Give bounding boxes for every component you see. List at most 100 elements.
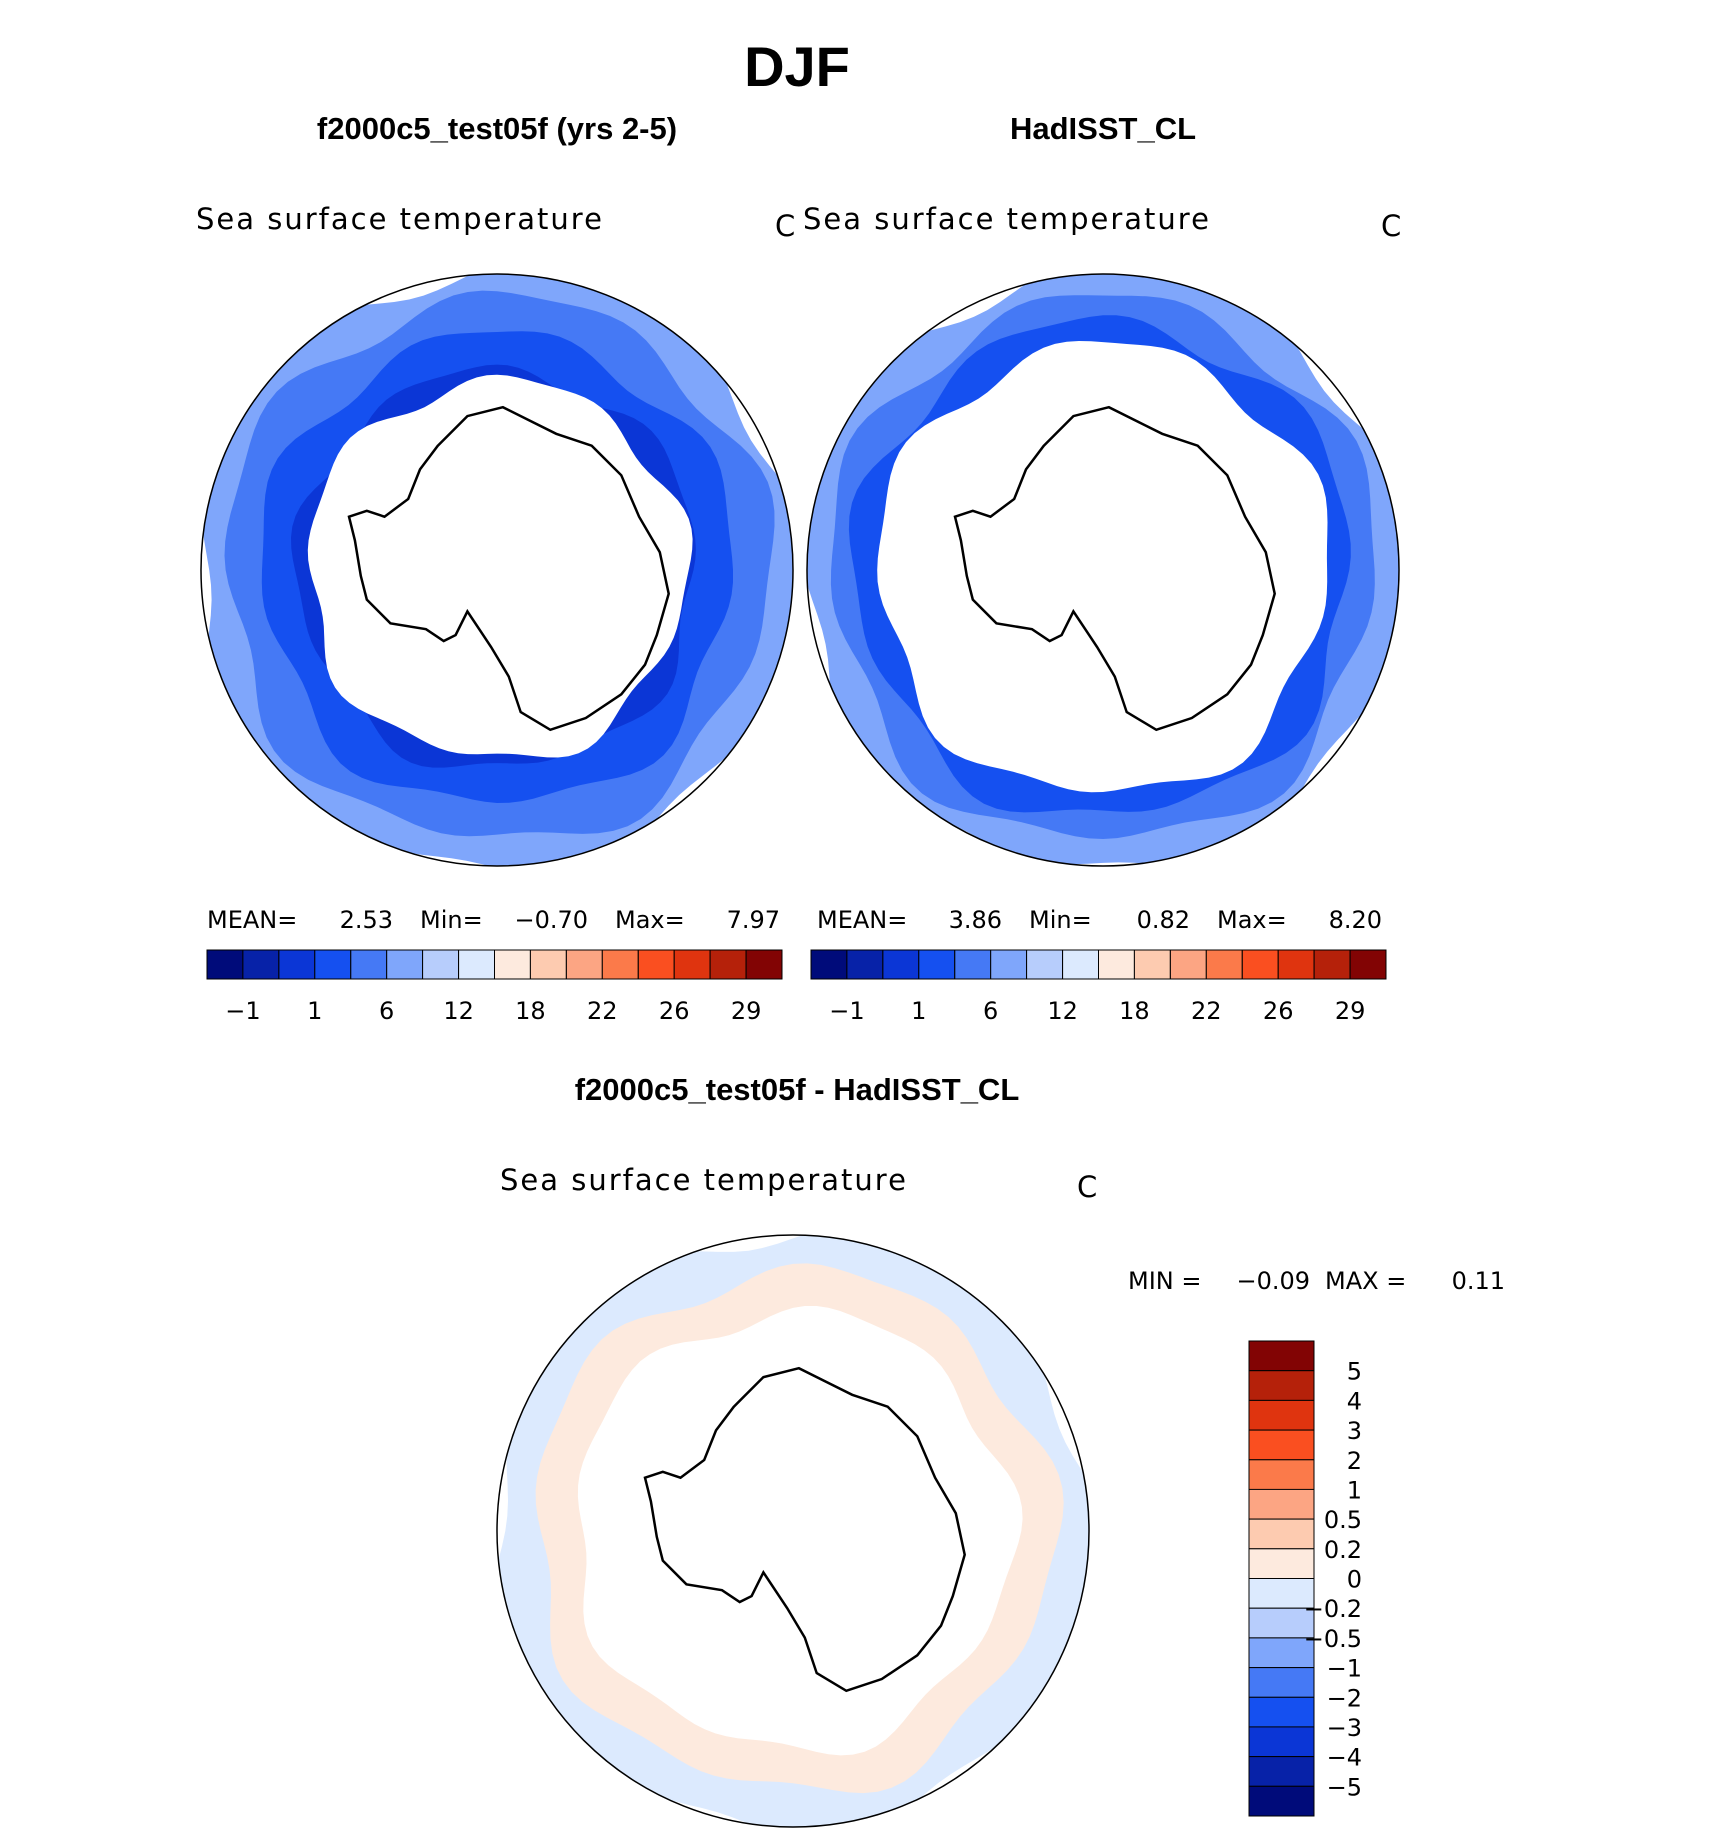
obs-max-value: 8.20	[1329, 906, 1382, 934]
colorbar-swatch	[1248, 1429, 1315, 1461]
antarctica-coastline	[643, 1366, 966, 1693]
colorbar-swatch	[1248, 1399, 1315, 1431]
model-mean-value: 2.53	[340, 906, 393, 934]
colorbar-tick-label: −5	[1327, 1773, 1362, 1801]
obs-mean-value: 3.86	[949, 906, 1002, 934]
obs-min-value: 0.82	[1137, 906, 1190, 934]
colorbar-swatch	[1349, 949, 1387, 980]
difference-variable: Sea surface temperature	[500, 1163, 908, 1197]
colorbar-swatch	[1248, 1667, 1315, 1698]
antarctica-coastline	[347, 405, 670, 732]
map-obs-antarctica	[953, 405, 1276, 732]
map-model	[201, 274, 793, 866]
colorbar-tick-label: 4	[1347, 1387, 1362, 1415]
colorbar-swatch	[990, 949, 1028, 980]
difference-colorbar	[1248, 1340, 1315, 1817]
colorbar-tick-label: −0.2	[1304, 1595, 1362, 1623]
colorbar-swatch	[954, 949, 992, 980]
colorbar-tick-label: 3	[1347, 1417, 1362, 1445]
difference-max-value: 0.11	[1452, 1267, 1505, 1295]
colorbar-tick-label: −4	[1327, 1744, 1362, 1772]
colorbar-swatch	[1098, 949, 1135, 980]
colorbar-tick-label: 2	[1347, 1447, 1362, 1475]
panel-model-units: C	[775, 209, 797, 243]
colorbar-swatch	[918, 949, 956, 980]
colorbar-tick-label: 0.5	[1324, 1506, 1362, 1534]
colorbar-tick-label: 0.2	[1324, 1536, 1362, 1564]
panel-obs-variable: Sea surface temperature	[803, 202, 1211, 236]
map-model-outline	[200, 273, 794, 867]
colorbar-swatch	[1248, 1518, 1315, 1550]
difference-title: f2000c5_test05f - HadISST_CL	[575, 1072, 1020, 1107]
colorbar-swatch	[386, 949, 424, 980]
colorbar-tick-label: −1	[829, 997, 864, 1025]
colorbar-swatch	[1248, 1459, 1315, 1491]
colorbar-swatch	[1277, 949, 1315, 980]
colorbar-swatch	[1248, 1340, 1315, 1372]
colorbar-tick-label: 12	[1047, 997, 1078, 1025]
colorbar-swatch	[1248, 1726, 1315, 1758]
colorbar-swatch	[1062, 949, 1099, 980]
colorbar-swatch	[494, 949, 531, 980]
colorbar-swatch	[882, 949, 920, 980]
colorbar-tick-label: 12	[443, 997, 474, 1025]
colorbar-tick-label: 26	[659, 997, 690, 1025]
map-model-antarctica	[347, 405, 670, 732]
map-obs-outline	[806, 273, 1400, 867]
colorbar-tick-label: 22	[1191, 997, 1222, 1025]
colorbar-swatch	[1248, 1578, 1315, 1609]
colorbar-tick-label: 0	[1347, 1566, 1362, 1594]
colorbar-swatch	[1248, 1756, 1315, 1787]
colorbar-tick-label: −2	[1327, 1684, 1362, 1712]
difference-max-label: MAX =	[1325, 1267, 1406, 1295]
colorbar-tick-label: 29	[731, 997, 762, 1025]
colorbar-tick-label: 6	[983, 997, 998, 1025]
colorbar-swatch	[1248, 1637, 1315, 1669]
colorbar-tick-label: 5	[1347, 1358, 1362, 1386]
colorbar-swatch	[637, 949, 675, 980]
figure-title: DJF	[744, 35, 850, 98]
colorbar-swatch	[1241, 949, 1279, 980]
colorbar-swatch	[458, 949, 496, 980]
colorbar-swatch	[206, 949, 244, 980]
colorbar-tick-label: 1	[307, 997, 322, 1025]
colorbar-swatch	[1133, 949, 1171, 980]
colorbar-swatch	[314, 949, 352, 980]
colorbar-swatch	[1248, 1370, 1315, 1401]
colorbar-tick-label: 6	[379, 997, 394, 1025]
panel-model-variable: Sea surface temperature	[196, 202, 604, 236]
colorbar-swatch	[565, 949, 603, 980]
colorbar-tick-label: 1	[1347, 1476, 1362, 1504]
colorbar-tick-label: −3	[1327, 1714, 1362, 1742]
colorbar-swatch	[1248, 1488, 1315, 1520]
colorbar-swatch	[422, 949, 460, 980]
model-colorbar-ticks: −1 1 6 12 18 22 26 29	[225, 997, 761, 1025]
colorbar-tick-label: 29	[1335, 997, 1366, 1025]
model-max-label: Max=	[615, 906, 685, 934]
colorbar-tick-label: 1	[911, 997, 926, 1025]
colorbar-swatch	[278, 949, 316, 980]
model-colorbar	[206, 949, 783, 980]
colorbar-tick-label: 18	[515, 997, 546, 1025]
difference-min-label: MIN =	[1128, 1267, 1201, 1295]
colorbar-swatch	[1248, 1785, 1315, 1817]
colorbar-tick-label: −0.5	[1304, 1625, 1362, 1653]
colorbar-swatch	[709, 949, 747, 980]
colorbar-swatch	[601, 949, 639, 980]
model-mean-label: MEAN=	[207, 906, 297, 934]
colorbar-swatch	[1169, 949, 1207, 980]
colorbar-tick-label: 18	[1119, 997, 1150, 1025]
colorbar-swatch	[529, 949, 567, 980]
colorbar-swatch	[1026, 949, 1063, 980]
colorbar-tick-label: −1	[225, 997, 260, 1025]
colorbar-swatch	[350, 949, 388, 980]
obs-colorbar-ticks: −1 1 6 12 18 22 26 29	[829, 997, 1365, 1025]
map-obs	[807, 274, 1399, 866]
difference-min-value: −0.09	[1236, 1267, 1310, 1295]
map-difference	[497, 1235, 1089, 1827]
colorbar-swatch	[1248, 1607, 1315, 1639]
obs-mean-label: MEAN=	[817, 906, 907, 934]
obs-max-label: Max=	[1217, 906, 1287, 934]
model-max-value: 7.97	[727, 906, 780, 934]
